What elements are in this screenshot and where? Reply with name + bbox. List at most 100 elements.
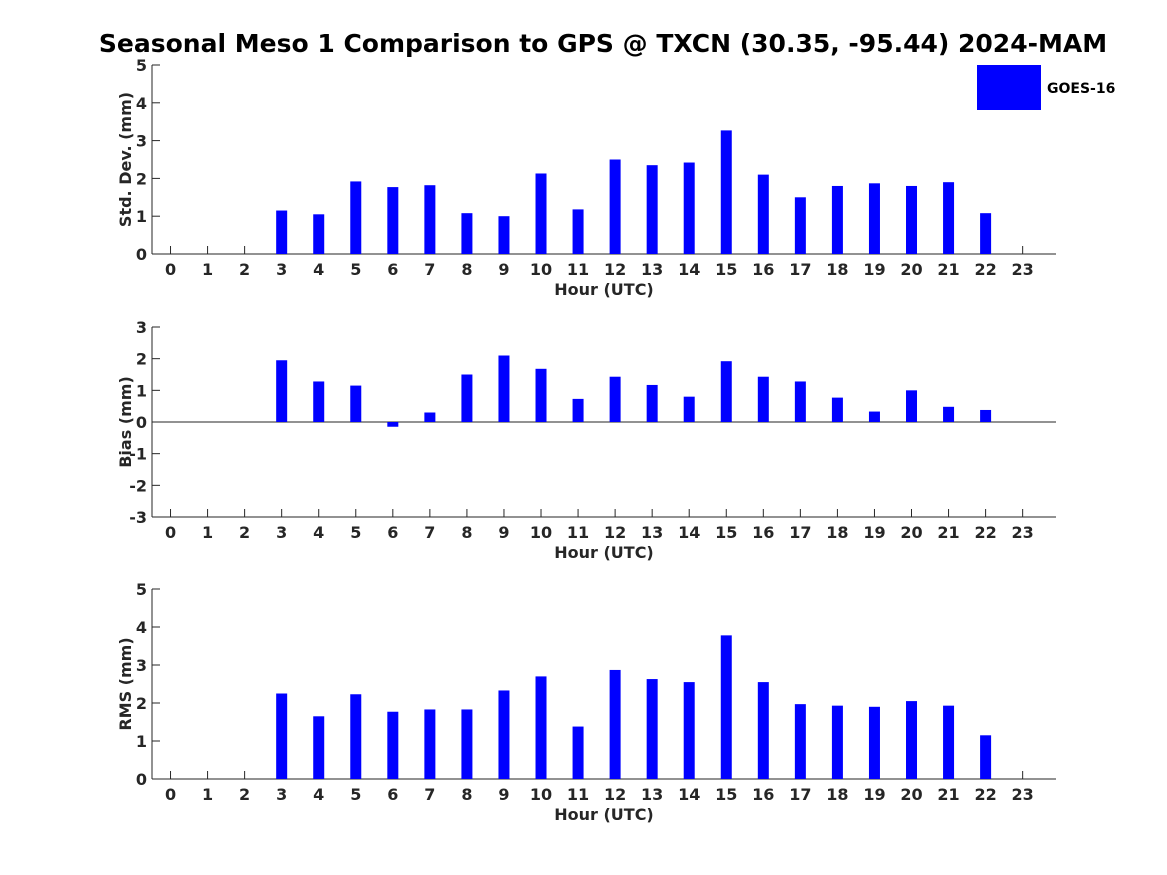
x-tick-label: 16 [752, 785, 774, 804]
bar [720, 361, 732, 422]
bar [906, 185, 918, 254]
y-tick-label: -3 [129, 508, 147, 527]
figure-title: Seasonal Meso 1 Comparison to GPS @ TXCN… [99, 29, 1107, 58]
bar [943, 705, 955, 779]
bar [276, 360, 288, 422]
bar [720, 635, 732, 779]
x-tick-label: 22 [974, 785, 996, 804]
y-tick-label: 2 [136, 694, 147, 713]
x-tick-label: 10 [530, 523, 552, 542]
x-tick-label: 0 [165, 260, 176, 279]
x-tick-label: 22 [974, 260, 996, 279]
legend-label: GOES-16 [1047, 81, 1115, 97]
x-tick-label: 16 [752, 523, 774, 542]
y-axis-label: Std. Dev. (mm) [116, 92, 135, 227]
bar [498, 216, 510, 254]
y-tick-label: 0 [136, 770, 147, 789]
bar [535, 173, 547, 254]
y-tick-label: 3 [136, 132, 147, 151]
bar [461, 709, 473, 779]
x-tick-label: 23 [1012, 523, 1034, 542]
y-tick-label: 0 [136, 245, 147, 264]
x-tick-label: 16 [752, 260, 774, 279]
bar [794, 197, 806, 254]
y-tick-label: 1 [136, 732, 147, 751]
y-tick-label: 4 [136, 94, 147, 113]
x-tick-label: 5 [350, 523, 361, 542]
x-tick-label: 17 [789, 260, 811, 279]
y-axis-label: RMS (mm) [116, 637, 135, 730]
x-tick-label: 0 [165, 523, 176, 542]
bar [424, 185, 436, 254]
x-axis-label: Hour (UTC) [554, 280, 654, 299]
x-tick-label: 11 [567, 785, 589, 804]
x-tick-label: 6 [387, 523, 398, 542]
bar [906, 701, 918, 779]
bar [868, 183, 880, 254]
x-tick-label: 3 [276, 260, 287, 279]
bar [980, 409, 992, 422]
bar [646, 679, 658, 779]
x-tick-label: 1 [202, 260, 213, 279]
x-tick-label: 8 [461, 785, 472, 804]
x-tick-label: 15 [715, 785, 737, 804]
x-tick-label: 11 [567, 523, 589, 542]
bar [461, 374, 473, 422]
x-tick-label: 20 [900, 785, 922, 804]
x-tick-label: 3 [276, 523, 287, 542]
legend-swatch [977, 65, 1041, 110]
bar [757, 174, 769, 254]
bar [350, 181, 362, 254]
x-tick-label: 3 [276, 785, 287, 804]
x-tick-label: 21 [937, 260, 959, 279]
x-tick-label: 23 [1012, 785, 1034, 804]
x-tick-label: 15 [715, 523, 737, 542]
bar [683, 396, 695, 422]
x-tick-label: 0 [165, 785, 176, 804]
bar [424, 709, 436, 779]
bar [683, 162, 695, 254]
x-tick-label: 4 [313, 523, 324, 542]
y-tick-label: 5 [136, 580, 147, 599]
bar [498, 690, 510, 779]
bar [313, 716, 325, 779]
y-axis-label: Bias (mm) [116, 376, 135, 468]
bar [757, 376, 769, 422]
x-tick-label: 19 [863, 785, 885, 804]
bar [646, 165, 658, 254]
x-tick-label: 6 [387, 785, 398, 804]
bar [535, 676, 547, 779]
x-tick-label: 1 [202, 785, 213, 804]
bar [350, 385, 362, 422]
y-tick-label: 1 [136, 207, 147, 226]
x-tick-label: 5 [350, 260, 361, 279]
y-tick-label: 2 [136, 169, 147, 188]
x-tick-label: 19 [863, 260, 885, 279]
bar [350, 694, 362, 779]
x-tick-label: 20 [900, 523, 922, 542]
x-tick-label: 2 [239, 260, 250, 279]
x-tick-label: 7 [424, 523, 435, 542]
x-tick-label: 18 [826, 260, 848, 279]
bar [313, 381, 325, 422]
x-tick-label: 7 [424, 785, 435, 804]
bar [387, 711, 399, 779]
x-axis-label: Hour (UTC) [554, 805, 654, 824]
legend: GOES-16 [977, 65, 1115, 110]
x-tick-label: 5 [350, 785, 361, 804]
x-tick-label: 14 [678, 785, 700, 804]
x-tick-label: 17 [789, 785, 811, 804]
y-tick-label: -2 [129, 476, 147, 495]
bar [831, 397, 843, 422]
x-tick-label: 18 [826, 785, 848, 804]
x-tick-label: 11 [567, 260, 589, 279]
x-tick-label: 2 [239, 523, 250, 542]
bar [387, 187, 399, 254]
x-tick-label: 18 [826, 523, 848, 542]
bar [906, 390, 918, 422]
x-tick-label: 7 [424, 260, 435, 279]
bar [757, 682, 769, 779]
y-tick-label: 3 [136, 318, 147, 337]
